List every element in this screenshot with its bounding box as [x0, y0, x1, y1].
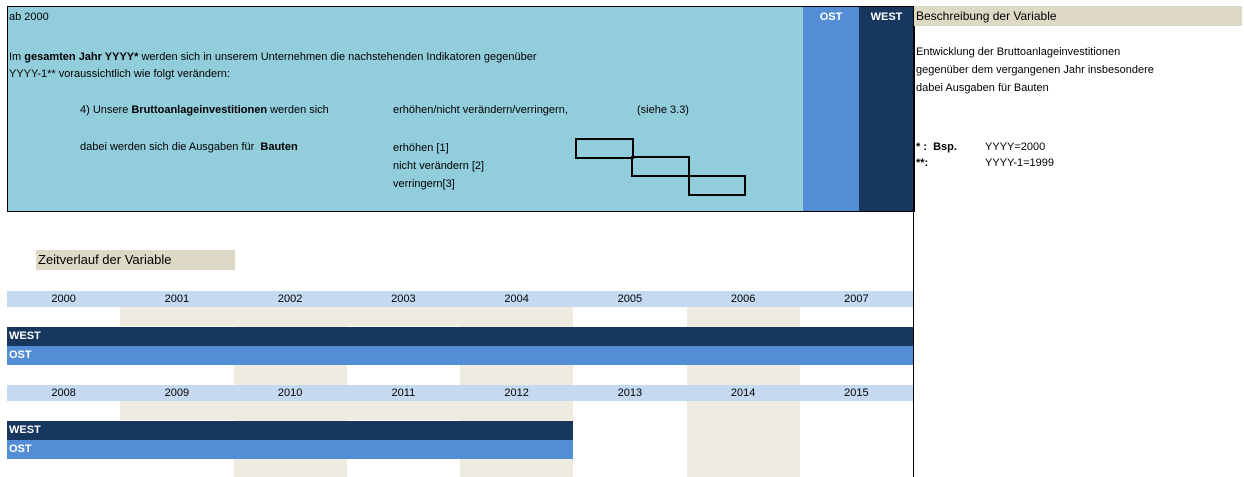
text: werden sich in unserem Unternehmen die n…: [138, 51, 537, 63]
year-row: [7, 385, 913, 401]
answer-box: [688, 175, 746, 196]
year-label: 2011: [391, 387, 416, 399]
year-label: 2000: [51, 293, 76, 305]
year-label: 2008: [51, 387, 76, 399]
spacer-cell: [120, 307, 234, 326]
year-label: 2006: [730, 293, 756, 305]
ost-column: [803, 7, 859, 211]
description-line: gegenüber dem vergangenen Jahr insbesond…: [916, 64, 1154, 76]
text-bold: Bruttoanlageinvestitionen: [131, 104, 268, 116]
sub-line: dabei werden sich die Ausgaben für Baute…: [80, 141, 298, 153]
header-ost: OST: [819, 11, 843, 23]
year-label: 2007: [844, 293, 869, 305]
header-left: ab 2000: [9, 11, 49, 23]
ref-text: (siehe 3.3): [637, 104, 689, 116]
year-label: 2003: [391, 293, 416, 305]
note-value: YYYY-1=1999: [985, 157, 1055, 169]
question-line: Im gesamten Jahr YYYY* werden sich in un…: [9, 51, 537, 63]
divider: [913, 6, 914, 477]
answer-box: [631, 156, 690, 177]
text: 4) Unsere: [80, 104, 132, 116]
description-line: Entwicklung der Bruttoanlageinvestitione…: [916, 46, 1121, 58]
region-bar: WEST: [7, 421, 574, 440]
answer-box: [575, 138, 634, 159]
year-label: 2004: [504, 293, 529, 305]
note-key: **:: [916, 157, 929, 169]
region-bar: WEST: [7, 327, 913, 346]
answer: erhöhen [1]: [393, 142, 449, 154]
text-bold: Bauten: [260, 141, 298, 153]
spacer-cell: [346, 307, 460, 326]
answer: nicht verändern [2]: [393, 160, 485, 172]
year-label: 2002: [277, 293, 303, 305]
header-west: WEST: [870, 11, 903, 23]
text: Im: [9, 51, 25, 63]
options-text: erhöhen/nicht verändern/verringern,: [393, 104, 568, 116]
year-label: 2012: [504, 387, 529, 399]
spacer-cell: [346, 401, 460, 420]
text-bold: gesamten Jahr YYYY*: [24, 51, 139, 63]
text: werden sich: [267, 104, 329, 116]
note-key: * : Bsp.: [916, 141, 957, 153]
item-line: 4) Unsere Bruttoanlageinvestitionen werd…: [80, 104, 329, 116]
year-label: 2009: [164, 387, 190, 399]
question-line: YYYY-1** voraussichtlich wie folgt verän…: [9, 68, 230, 80]
timeline-title: Zeitverlauf der Variable: [36, 250, 235, 270]
year-label: 2013: [617, 387, 643, 399]
answer: verringern[3]: [393, 178, 455, 190]
year-label: 2001: [164, 293, 190, 305]
year-row: [7, 291, 913, 307]
west-column: [859, 7, 914, 211]
text: dabei werden sich die Ausgaben für: [80, 141, 261, 153]
description-title: Beschreibung der Variable: [914, 6, 1242, 26]
year-label: 2015: [844, 387, 869, 399]
region-bar: OST: [7, 346, 913, 365]
description-line: dabei Ausgaben für Bauten: [916, 82, 1049, 94]
region-bar: OST: [7, 440, 574, 459]
year-label: 2005: [617, 293, 643, 305]
year-label: 2014: [730, 387, 756, 399]
note-value: YYYY=2000: [985, 141, 1046, 153]
spacer-cell: [686, 401, 800, 477]
year-label: 2010: [277, 387, 303, 399]
question-box: [7, 6, 915, 212]
spacer-cell: [120, 401, 234, 420]
